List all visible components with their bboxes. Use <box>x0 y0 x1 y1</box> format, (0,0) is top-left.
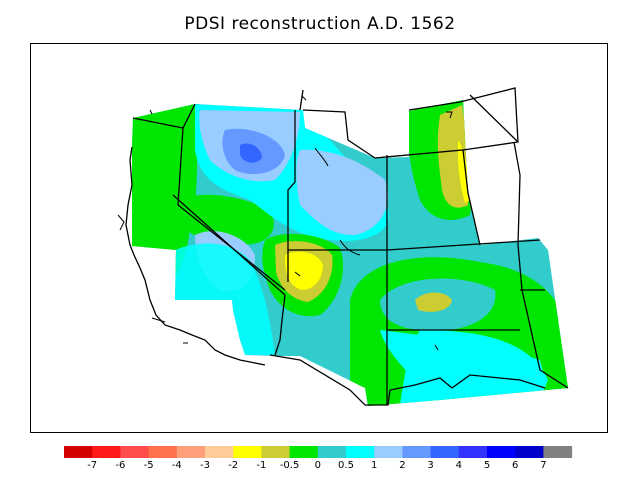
legend-swatches <box>64 446 573 458</box>
legend-tick-label: -7 <box>87 460 97 471</box>
legend-swatch <box>120 446 150 458</box>
map-border <box>30 43 608 433</box>
legend-swatch <box>515 446 544 458</box>
legend-tick-label: 0 <box>315 460 321 471</box>
legend-tick-label: -3 <box>200 460 210 471</box>
legend-swatch <box>176 446 206 458</box>
legend-swatch <box>205 446 234 458</box>
legend-tick-label: -2 <box>228 460 238 471</box>
legend-swatch <box>487 446 516 458</box>
legend-swatch <box>543 446 573 458</box>
legend-swatch <box>346 446 375 458</box>
legend-tick-label: 1 <box>371 460 377 471</box>
legend-swatch <box>458 446 488 458</box>
legend-swatch <box>64 446 93 458</box>
legend-swatch <box>261 446 291 458</box>
legend-swatch <box>289 446 319 458</box>
map-title: PDSI reconstruction A.D. 1562 <box>184 14 456 34</box>
legend-tick-label: 4 <box>456 460 462 471</box>
legend-tick-label: -6 <box>115 460 125 471</box>
legend-tick-label: 2 <box>399 460 405 471</box>
legend-tick-label: 3 <box>427 460 433 471</box>
legend-swatch <box>317 446 347 458</box>
map-outlines <box>125 87 569 406</box>
legend-swatch <box>430 446 460 458</box>
legend-tick-label: -0.5 <box>280 460 300 471</box>
legend-ticks: -7 -6 -5 -4 -3 -2 -1 -0.5 0 0.5 1 2 3 4 5 6 7 <box>87 460 546 471</box>
legend-tick-label: -1 <box>256 460 266 471</box>
legend-swatch <box>92 446 121 458</box>
legend-swatch <box>402 446 432 458</box>
legend-tick-label: 7 <box>540 460 546 471</box>
legend-tick-label: -4 <box>172 460 182 471</box>
legend-swatch <box>148 446 178 458</box>
legend-tick-label: 5 <box>484 460 490 471</box>
legend-tick-label: 6 <box>512 460 518 471</box>
legend-swatch <box>374 446 403 458</box>
legend-swatch <box>233 446 262 458</box>
legend-tick-label: -5 <box>144 460 154 471</box>
map-lakes <box>117 95 453 351</box>
legend-tick-label: 0.5 <box>338 460 354 471</box>
